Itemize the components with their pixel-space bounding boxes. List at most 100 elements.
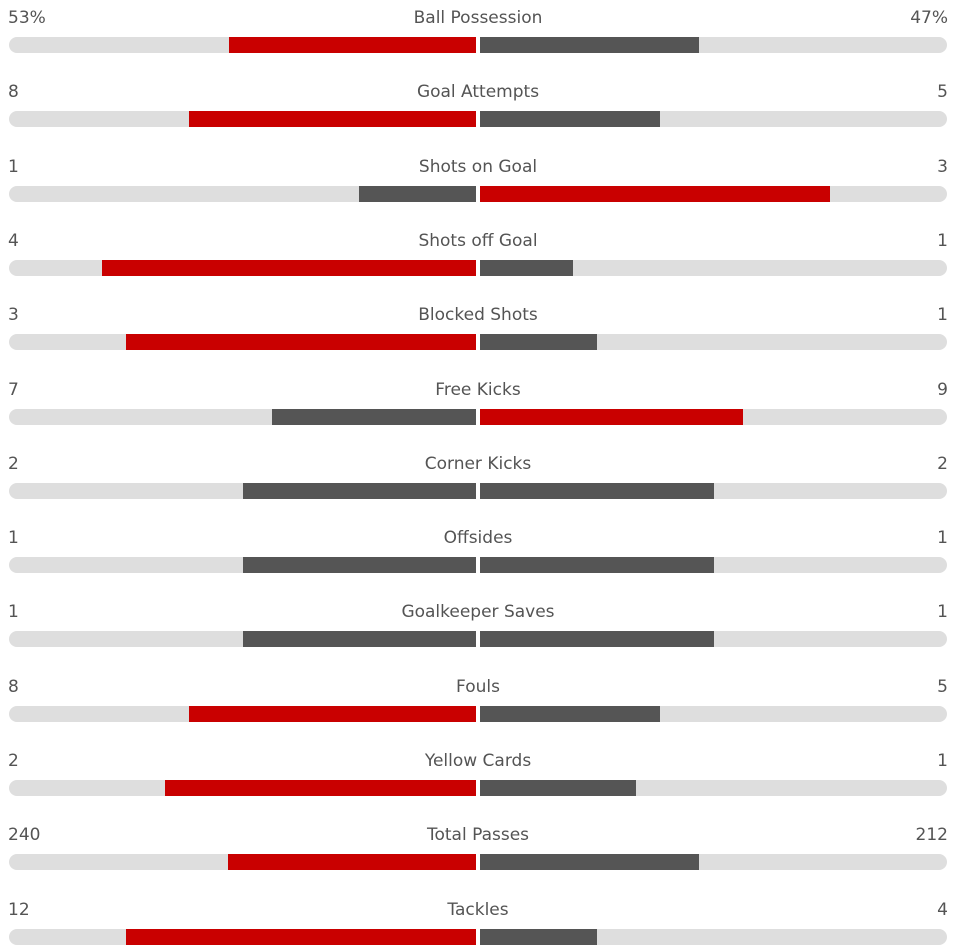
away-bar-track [480,854,947,871]
away-value: 1 [937,230,948,251]
away-value: 1 [937,751,948,771]
away-bar-fill [480,482,714,499]
stat-name: Yellow Cards [424,751,532,771]
home-value: 1 [8,156,19,177]
home-bar-track [9,557,476,574]
away-bar-fill [480,334,597,351]
away-bar-fill [480,408,743,425]
home-bar-fill [102,259,476,276]
away-bar-track [480,111,947,128]
stat-label-line: 4 Shots off Goal 1 [8,229,948,253]
home-bar-fill [242,557,476,574]
home-bar-fill [271,408,476,425]
stat-row: 8 Fouls 5 [0,669,960,729]
away-value: 9 [937,379,948,400]
home-value: 2 [8,751,19,771]
stat-name: Offsides [443,528,513,549]
away-bar-fill [480,854,700,871]
home-bar-fill [125,928,476,945]
stat-bar [9,557,947,574]
away-bar-track [480,259,947,276]
stat-row: 1 Offsides 1 [0,520,960,580]
stat-label-line: 2 Yellow Cards 1 [8,749,948,773]
home-bar-track [9,631,476,648]
stat-name: Shots on Goal [418,156,538,177]
stat-row: 1 Shots on Goal 3 [0,149,960,209]
away-bar-track [480,37,947,53]
stat-row: 12 Tackles 4 [0,892,960,952]
home-value: 4 [8,230,19,251]
stat-row: 53% Ball Possession 47% [0,0,960,60]
home-bar-fill [242,631,476,648]
home-bar-track [9,482,476,499]
away-bar-fill [480,780,636,796]
home-bar-fill [164,780,476,796]
away-bar-fill [480,705,660,722]
away-bar-track [480,334,947,351]
stat-label-line: 8 Fouls 5 [8,675,948,699]
stat-name: Free Kicks [435,379,521,400]
away-value: 3 [937,156,948,177]
home-bar-fill [242,482,476,499]
stat-name: Blocked Shots [418,305,538,326]
stat-label-line: 7 Free Kicks 9 [8,378,948,402]
away-bar-fill [480,631,714,648]
stat-row: 2 Corner Kicks 2 [0,446,960,506]
home-bar-track [9,408,476,425]
home-bar-fill [228,37,476,53]
away-bar-track [480,631,947,648]
stat-row: 7 Free Kicks 9 [0,372,960,432]
home-value: 1 [8,602,19,623]
home-bar-fill [188,705,476,722]
away-bar-track [480,185,947,202]
away-bar-fill [480,557,714,574]
stat-bar [9,185,947,202]
stat-label-line: 1 Shots on Goal 3 [8,155,948,179]
stat-label-line: 53% Ball Possession 47% [8,6,948,30]
home-bar-fill [125,334,476,351]
home-bar-track [9,928,476,945]
stat-row: 1 Goalkeeper Saves 1 [0,594,960,654]
away-value: 1 [937,305,948,326]
away-bar-fill [480,928,597,945]
stat-row: 3 Blocked Shots 1 [0,297,960,357]
home-bar-track [9,259,476,276]
home-bar-fill [188,111,476,128]
stat-label-line: 2 Corner Kicks 2 [8,452,948,476]
stat-name: Goal Attempts [416,82,540,103]
away-bar-fill [480,259,574,276]
away-value: 1 [937,602,948,623]
home-bar-track [9,854,476,871]
away-bar-track [480,482,947,499]
away-bar-track [480,928,947,945]
home-bar-track [9,780,476,796]
away-value: 5 [937,82,948,103]
away-value: 4 [937,899,948,920]
home-value: 8 [8,82,19,103]
home-bar-track [9,111,476,128]
home-value: 3 [8,305,19,326]
home-bar-fill [228,854,476,871]
away-bar-fill [480,111,660,128]
stat-row: 8 Goal Attempts 5 [0,74,960,134]
stat-name: Goalkeeper Saves [401,602,555,623]
stat-name: Fouls [456,676,500,697]
stat-bar [9,928,947,945]
stat-name: Ball Possession [413,8,543,28]
stat-label-line: 3 Blocked Shots 1 [8,303,948,327]
stat-bar [9,37,947,53]
away-bar-track [480,408,947,425]
away-value: 47% [910,8,948,28]
stat-label-line: 12 Tackles 4 [8,898,948,922]
home-value: 12 [8,899,30,920]
away-bar-fill [480,37,700,53]
stat-bar [9,334,947,351]
stat-bar [9,482,947,499]
home-value: 2 [8,453,19,474]
away-value: 5 [937,676,948,697]
stat-label-line: 1 Goalkeeper Saves 1 [8,600,948,624]
stat-name: Total Passes [426,825,530,846]
stat-bar [9,780,947,796]
home-bar-track [9,37,476,53]
